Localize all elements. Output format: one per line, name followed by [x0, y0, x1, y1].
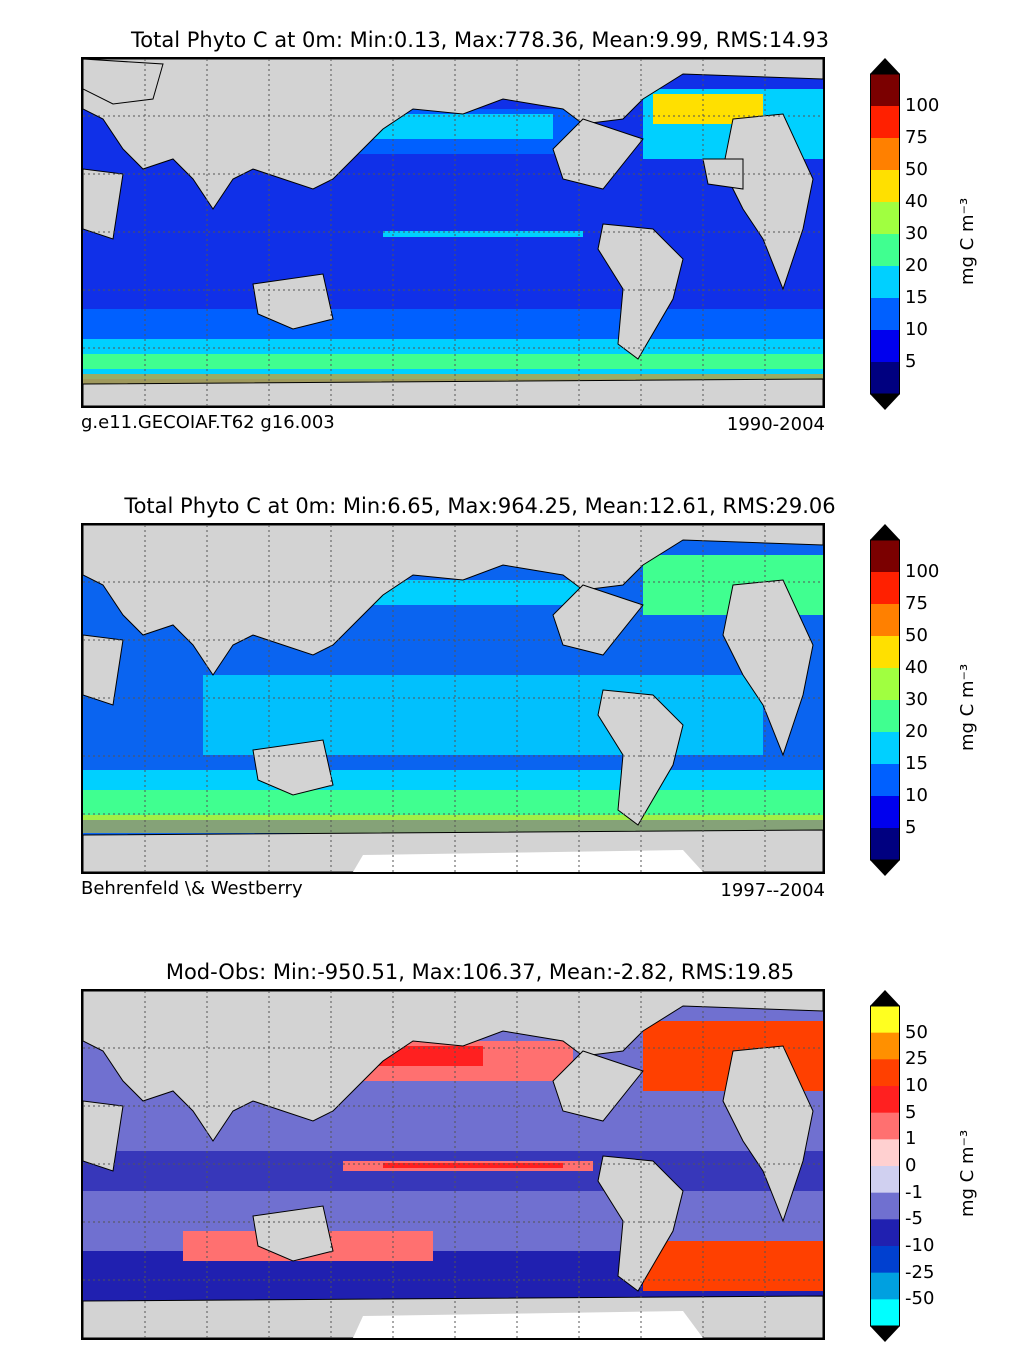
panel-difference: Mod-Obs: Min:-950.51, Max:106.37, Mean:-…	[0, 932, 1011, 1372]
colorbar-segment	[870, 764, 900, 797]
colorbar-segment	[870, 1246, 900, 1274]
world-map-observed	[83, 525, 823, 872]
colorbar-tick-label: -5	[905, 1208, 923, 1230]
model-period: 1990-2004	[726, 414, 825, 435]
colorbar-tick-label: 40	[905, 657, 928, 678]
colorbar-segment	[870, 796, 900, 829]
panel-observed: Total Phyto C at 0m: Min:6.65, Max:964.2…	[0, 466, 1011, 926]
colorbar-tick-label: 10	[905, 785, 928, 806]
colorbar-segment	[870, 1006, 900, 1034]
colorbar-tick-label: 1	[905, 1128, 917, 1150]
colorbar-segment	[870, 202, 900, 235]
colorbar-tick-label: 5	[905, 1101, 917, 1123]
colorbar-tick-label: 50	[905, 625, 928, 646]
colorbar-segment	[870, 1272, 900, 1300]
colorbar-segment	[870, 138, 900, 171]
colorbar-segment	[870, 828, 900, 861]
colorbar-tick-label: 0	[905, 1155, 917, 1176]
colorbar-tick-label: 75	[905, 127, 928, 148]
colorbar-tick-label: 15	[905, 287, 928, 308]
colorbar-segment	[870, 1192, 900, 1220]
colorbar-extend-min	[870, 860, 900, 876]
map-difference	[81, 989, 825, 1340]
colorbar-difference	[870, 990, 900, 1342]
colorbar-segment	[870, 1112, 900, 1140]
colorbar-tick-label: 10	[905, 1075, 928, 1096]
panel-title: Total Phyto C at 0m: Min:6.65, Max:964.2…	[124, 494, 836, 518]
colorbar-segment	[870, 234, 900, 267]
colorbar-segment	[870, 1166, 900, 1194]
colorbar-extend-max	[870, 58, 900, 74]
colorbar-svg	[870, 58, 900, 410]
colorbar-tick-label: 50	[905, 1021, 928, 1043]
map-model	[81, 57, 825, 408]
colorbar-tick-label: 15	[905, 753, 928, 774]
world-map-difference	[83, 991, 823, 1338]
colorbar-tick-label: 100	[905, 561, 940, 582]
colorbar-tick-label: 40	[905, 191, 928, 212]
colorbar-svg	[870, 990, 900, 1342]
colorbar-segment	[870, 362, 900, 395]
colorbar-segment	[870, 1299, 900, 1327]
model-run-name: g.e11.GECOIAF.T62 g16.003	[81, 412, 335, 433]
colorbar-extend-max	[870, 524, 900, 540]
colorbar-tick-label: 30	[905, 689, 928, 710]
colorbar-tick-label: 10	[905, 319, 928, 340]
colorbar-extend-min	[870, 394, 900, 410]
colorbar-tick-label: 25	[905, 1048, 928, 1070]
colorbar-segment	[870, 636, 900, 669]
colorbar-tick-label: -50	[905, 1288, 935, 1310]
colorbar-segment	[870, 1032, 900, 1060]
colorbar-segment	[870, 170, 900, 203]
colorbar-segment	[870, 1086, 900, 1114]
colorbar-segment	[870, 1059, 900, 1087]
obs-source: Behrenfeld \& Westberry	[81, 878, 303, 899]
colorbar-segment	[870, 732, 900, 765]
panel-model: Total Phyto C at 0m: Min:0.13, Max:778.3…	[0, 0, 1011, 460]
colorbar-tick-label: 20	[905, 721, 928, 742]
colorbar-segment	[870, 298, 900, 331]
colorbar-tick-label: 50	[905, 159, 928, 180]
colorbar-tick-label: -10	[905, 1235, 935, 1256]
colorbar-segment	[870, 74, 900, 107]
colorbar-tick-label: 5	[905, 351, 917, 372]
colorbar-model	[870, 58, 900, 410]
colorbar-segment	[870, 330, 900, 363]
colorbar-segment	[870, 1219, 900, 1247]
colorbar-label: mg C m⁻³	[957, 663, 978, 751]
world-map-model	[83, 59, 823, 406]
colorbar-extend-min	[870, 1326, 900, 1342]
map-observed	[81, 523, 825, 874]
colorbar-segment	[870, 572, 900, 605]
colorbar-segment	[870, 106, 900, 139]
colorbar-observed	[870, 524, 900, 876]
colorbar-tick-label: 30	[905, 223, 928, 244]
colorbar-segment	[870, 604, 900, 637]
obs-period: 1997--2004	[720, 880, 825, 901]
panel-title: Mod-Obs: Min:-950.51, Max:106.37, Mean:-…	[165, 960, 795, 984]
colorbar-tick-label: -1	[905, 1181, 923, 1203]
colorbar-tick-label: 75	[905, 593, 928, 614]
colorbar-tick-label: 100	[905, 95, 940, 116]
colorbar-extend-max	[870, 990, 900, 1006]
colorbar-segment	[870, 1139, 900, 1167]
colorbar-label: mg C m⁻³	[957, 197, 978, 285]
colorbar-tick-label: -25	[905, 1261, 935, 1283]
colorbar-tick-label: 20	[905, 255, 928, 276]
colorbar-svg	[870, 524, 900, 876]
panel-title: Total Phyto C at 0m: Min:0.13, Max:778.3…	[131, 28, 829, 52]
colorbar-label: mg C m⁻³	[957, 1129, 978, 1217]
colorbar-segment	[870, 668, 900, 701]
colorbar-segment	[870, 540, 900, 573]
colorbar-segment	[870, 266, 900, 299]
colorbar-segment	[870, 700, 900, 733]
colorbar-tick-label: 5	[905, 817, 917, 838]
